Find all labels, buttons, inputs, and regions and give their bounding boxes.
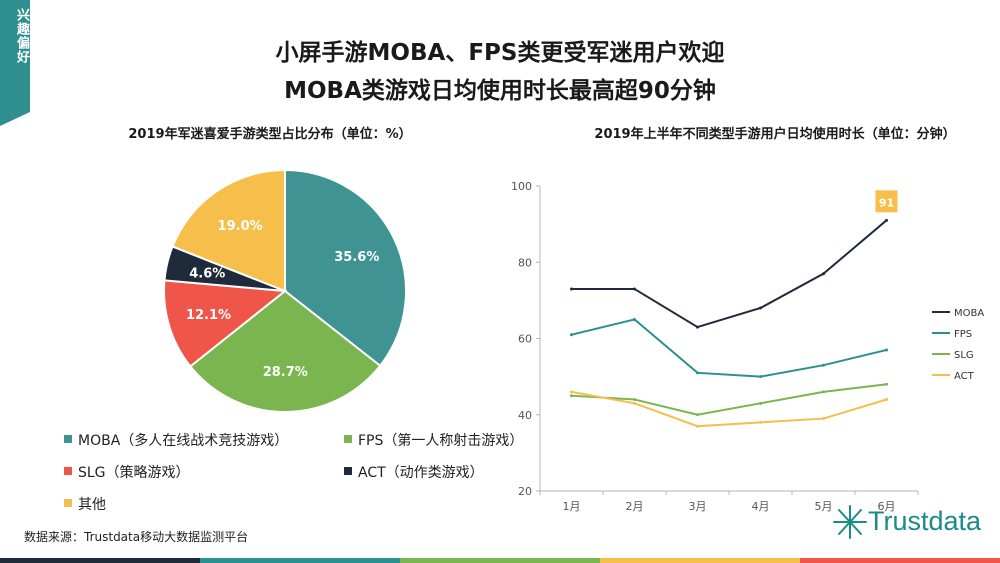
page-title-line2: MOBA类游戏日均使用时长最高超90分钟 <box>284 78 716 104</box>
data-point-moba <box>570 287 573 291</box>
pie-slice-label-5: 19.0% <box>218 219 263 234</box>
pie-slice-label-2: 28.7% <box>263 365 308 380</box>
section-tag-label: 兴趣偏好 <box>14 8 29 64</box>
pie-slice-5 <box>171 168 286 293</box>
value-callout-box <box>875 190 898 213</box>
legend-line <box>932 353 950 355</box>
data-point-moba <box>633 287 636 291</box>
line-chart-title: 2019年上半年不同类型手游用户日均使用时长（单位：分钟） <box>594 127 956 142</box>
pie-slice-label-4: 4.6% <box>189 267 225 282</box>
pie-legend-label-act: ACT（动作类游戏） <box>358 465 484 481</box>
data-point-moba <box>759 306 762 310</box>
data-point-act <box>570 390 573 394</box>
pie-slice-label-3: 12.1% <box>186 308 231 323</box>
pie-legend-label-slg: SLG（策略游戏） <box>78 465 190 481</box>
bottom-bar-segment <box>800 558 1000 563</box>
data-point-slg <box>759 401 762 405</box>
legend-swatch <box>64 467 72 475</box>
legend-line <box>932 311 950 313</box>
pie-legend-item-other: 其他 <box>64 494 106 514</box>
data-point-fps <box>633 317 636 321</box>
data-point-moba <box>885 218 888 222</box>
data-point-act <box>759 420 762 424</box>
y-tick-label: 80 <box>518 256 532 269</box>
data-point-act <box>696 424 699 428</box>
legend-line <box>932 374 950 376</box>
data-point-slg <box>696 413 699 417</box>
series-line-fps <box>571 318 887 378</box>
pie-legend-item-fps: FPS（第一人称射击游戏） <box>344 430 523 450</box>
line-legend-item-act: ACT <box>932 371 974 382</box>
pie-chart-title: 2019年军迷喜爱手游类型占比分布（单位：%） <box>128 127 412 142</box>
logo-text: Trustdata <box>868 506 982 536</box>
data-point-slg <box>822 390 825 394</box>
pie-legend-label-other: 其他 <box>78 497 106 513</box>
series-line-act <box>571 390 887 428</box>
data-point-fps <box>759 375 762 379</box>
y-tick-label: 20 <box>518 485 532 498</box>
line-legend-item-moba: MOBA <box>932 308 984 319</box>
section-tag: 兴趣偏好 <box>0 0 30 126</box>
legend-line <box>932 332 950 334</box>
data-point-moba <box>822 272 825 276</box>
pie-slice-2 <box>188 289 382 413</box>
pie-legend-item-slg: SLG（策略游戏） <box>64 462 190 482</box>
legend-swatch <box>344 467 352 475</box>
logo-burst-icon <box>833 505 867 539</box>
x-tick-label: 3月 <box>689 500 707 513</box>
pie-slice-1 <box>284 168 407 368</box>
x-tick-label: 5月 <box>815 500 833 513</box>
pie-legend-label-fps: FPS（第一人称射击游戏） <box>358 433 524 449</box>
bottom-bar-segment <box>0 558 200 563</box>
bottom-bar-segment <box>200 558 400 563</box>
series-line-slg <box>571 383 887 416</box>
legend-swatch <box>64 499 72 507</box>
data-point-fps <box>696 371 699 375</box>
line-legend-label-fps: FPS <box>954 329 973 340</box>
data-point-slg <box>633 398 636 401</box>
data-point-slg <box>885 382 888 386</box>
trustdata-logo: Trustdata <box>832 500 992 550</box>
data-point-act <box>885 398 888 401</box>
bottom-bar-segment <box>400 558 600 563</box>
data-point-fps <box>885 348 888 352</box>
x-tick-label: 2月 <box>626 500 644 513</box>
line-legend-label-act: ACT <box>954 371 974 382</box>
data-point-fps <box>822 363 825 367</box>
pie-slice-3 <box>163 279 288 368</box>
legend-swatch <box>64 435 72 443</box>
y-tick-label: 40 <box>518 409 532 422</box>
legend-swatch <box>344 435 352 443</box>
line-legend-label-moba: MOBA <box>954 308 985 319</box>
data-point-moba <box>696 325 699 329</box>
line-legend-label-slg: SLG <box>954 350 974 361</box>
y-tick-label: 60 <box>518 333 532 346</box>
pie-legend-item-act: ACT（动作类游戏） <box>344 462 484 482</box>
x-tick-label: 4月 <box>752 500 770 513</box>
pie-legend-label-moba: MOBA（多人在线战术竞技游戏） <box>78 433 289 449</box>
data-source-note: 数据来源：Trustdata移动大数据监测平台 <box>24 530 249 544</box>
data-point-act <box>822 417 825 421</box>
bottom-color-bar <box>0 558 1000 563</box>
value-callout-label: 91 <box>879 196 894 209</box>
page-title-line1: 小屏手游MOBA、FPS类更受军迷用户欢迎 <box>275 40 725 66</box>
data-point-act <box>633 401 636 405</box>
data-point-fps <box>570 333 573 337</box>
line-legend-item-slg: SLG <box>932 350 974 361</box>
series-line-moba <box>571 219 888 329</box>
pie-slice-label-1: 35.6% <box>334 250 379 265</box>
x-tick-label: 6月 <box>878 500 896 513</box>
bottom-bar-segment <box>600 558 800 563</box>
x-tick-label: 1月 <box>563 500 581 513</box>
line-legend-item-fps: FPS <box>932 329 972 340</box>
y-tick-label: 100 <box>511 180 532 193</box>
pie-legend-item-moba: MOBA（多人在线战术竞技游戏） <box>64 430 288 450</box>
data-point-slg <box>570 394 573 398</box>
